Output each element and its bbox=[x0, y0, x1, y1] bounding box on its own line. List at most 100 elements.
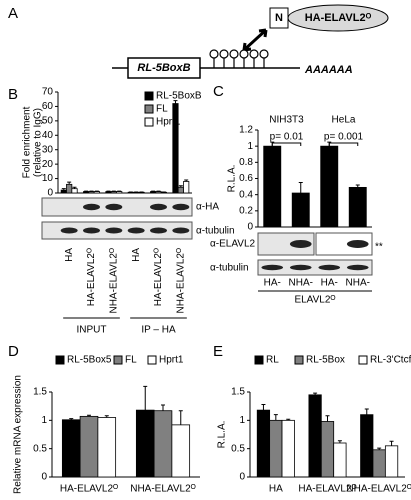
y-tick-label: 0.5 bbox=[33, 443, 47, 454]
x-tick-label: NHA-ELAVL2ᴼ bbox=[130, 484, 196, 495]
blot-band bbox=[318, 264, 341, 271]
blot-band bbox=[150, 203, 167, 211]
x-tick-label: HA bbox=[131, 248, 142, 262]
error-bar bbox=[364, 408, 369, 415]
domain-box bbox=[269, 7, 289, 29]
error-bar bbox=[286, 418, 291, 421]
blot-band bbox=[289, 264, 312, 271]
bar bbox=[281, 419, 295, 478]
x-tick-label: NHA-ELAVL2ᴼ bbox=[175, 248, 186, 314]
legend-swatch bbox=[358, 355, 368, 365]
error-bar bbox=[61, 188, 66, 191]
blot-band bbox=[261, 264, 284, 271]
bar bbox=[269, 419, 283, 478]
bar bbox=[135, 409, 155, 478]
y-tick-label: 20 bbox=[42, 159, 54, 170]
legend-swatch bbox=[144, 91, 154, 101]
error-bar bbox=[178, 410, 183, 425]
panel-label: C bbox=[213, 83, 224, 100]
error-bar bbox=[104, 415, 109, 418]
y-tick-label: 30 bbox=[42, 144, 54, 155]
reporter-box bbox=[127, 57, 201, 79]
blot-label: α-ELAVL2 bbox=[210, 239, 256, 250]
cell-line-label: HeLa bbox=[332, 115, 356, 126]
x-tick-label: NHA-ELAVL2ᴼ bbox=[108, 248, 119, 314]
panel-label: A bbox=[8, 5, 18, 22]
legend-label: RL-5Box5 bbox=[67, 355, 112, 366]
bar bbox=[256, 409, 271, 478]
blot-label: α-tubulin bbox=[196, 226, 235, 237]
panel-a: A HA-ELAVL2ᴼ N RL-5BoxB AAAAAA bbox=[8, 4, 389, 79]
cell-line-label: NIH3T3 bbox=[269, 115, 304, 126]
error-bar bbox=[313, 392, 318, 395]
error-bar bbox=[298, 182, 303, 194]
x-tick-label: HA- bbox=[321, 278, 338, 289]
error-bar bbox=[143, 385, 148, 411]
legend-swatch bbox=[294, 355, 304, 365]
bar bbox=[105, 191, 112, 194]
blot-strip bbox=[315, 232, 373, 256]
hairpins bbox=[209, 49, 269, 68]
blot-band bbox=[83, 203, 100, 211]
y-tick-label: 0 bbox=[47, 188, 53, 199]
legend-swatch bbox=[113, 355, 123, 365]
blot-band bbox=[172, 227, 190, 234]
y-tick-label: 0.2 bbox=[239, 205, 253, 216]
legend-label: RL bbox=[266, 355, 279, 366]
blot-band bbox=[172, 203, 190, 211]
x-tick-label: HA-ELAVL2ᴼ bbox=[86, 248, 97, 306]
error-bar bbox=[337, 440, 342, 443]
error-bar bbox=[273, 414, 278, 421]
bar bbox=[171, 424, 191, 478]
error-bar bbox=[72, 186, 77, 189]
bar bbox=[320, 421, 335, 478]
y-axis-title: R.L.A. bbox=[217, 421, 228, 449]
x-tick-label: HA- bbox=[264, 278, 281, 289]
blot-band bbox=[346, 264, 369, 271]
x-tick-label: NHA- bbox=[346, 278, 370, 289]
bar bbox=[71, 188, 78, 194]
group-label: IP – HA bbox=[141, 325, 176, 336]
bar bbox=[83, 191, 90, 194]
x-tick-label: HA-ELAVL2ᴼ bbox=[153, 248, 164, 306]
blot-band bbox=[289, 240, 312, 248]
y-tick-label: 0.5 bbox=[231, 443, 245, 454]
x-tick-label: HA-ELAVL2ᴼ bbox=[298, 484, 356, 495]
blot-band bbox=[83, 227, 100, 234]
panel-label: B bbox=[8, 86, 18, 103]
x-tick-label: NHA-ELAVL2ᴼ bbox=[346, 484, 411, 495]
y-tick-label: 40 bbox=[42, 130, 54, 141]
y-tick-label: 70 bbox=[42, 87, 54, 98]
bar bbox=[308, 394, 322, 478]
group-label: INPUT bbox=[77, 325, 107, 336]
error-bar bbox=[87, 414, 91, 417]
significance-bracket bbox=[328, 142, 359, 146]
bar bbox=[333, 442, 347, 478]
bar bbox=[93, 191, 100, 194]
y-axis-title: (relative to IgG) bbox=[33, 108, 44, 177]
x-tick-label: HA bbox=[64, 248, 75, 262]
error-bar bbox=[173, 100, 178, 104]
y-tick-label: 1.5 bbox=[33, 387, 47, 398]
blot-band bbox=[60, 227, 78, 234]
annotation: p= 0.01 bbox=[270, 132, 304, 143]
error-bar bbox=[377, 447, 382, 450]
panel-label: E bbox=[213, 343, 223, 360]
blot-band bbox=[127, 227, 145, 234]
bar bbox=[177, 186, 184, 194]
reporter-label: RL-5BoxB bbox=[137, 62, 190, 74]
y-tick-label: 1 bbox=[239, 415, 245, 426]
legend-label: Hprt1 bbox=[159, 355, 184, 366]
y-tick-label: 0 bbox=[41, 472, 47, 483]
legend-label: RL-3'Ctcf bbox=[370, 355, 411, 366]
blot-strip bbox=[257, 232, 315, 256]
y-tick-label: 50 bbox=[42, 115, 54, 126]
bar bbox=[155, 191, 162, 194]
x-axis-title: ELAVL2ᴼ bbox=[294, 295, 335, 306]
blot-label: α-HA bbox=[196, 202, 219, 213]
legend-label: FL bbox=[156, 104, 168, 115]
bar bbox=[263, 145, 282, 228]
bar bbox=[291, 192, 310, 228]
blot-note: ** bbox=[375, 242, 383, 253]
blot-band bbox=[105, 227, 123, 234]
